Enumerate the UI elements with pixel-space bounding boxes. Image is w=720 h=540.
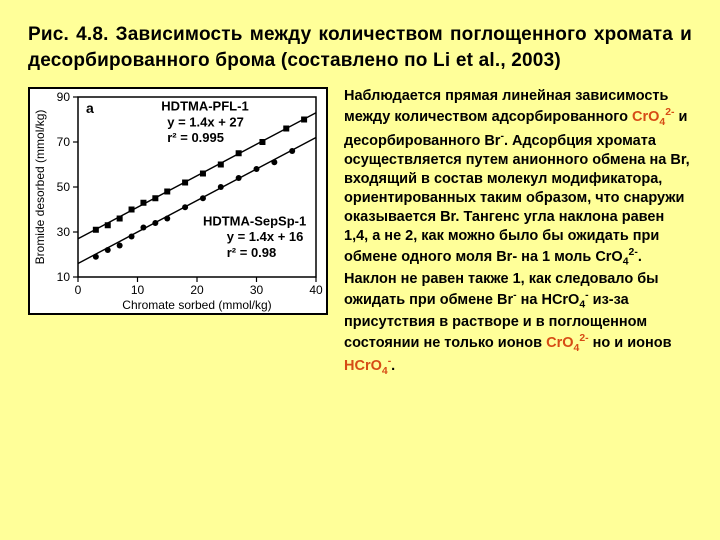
content-row: 0 10 20 30 40 10 30 50 70 90 Chromate sorbed (mmol… [28,87,692,378]
text-1: Наблюдается прямая линейная зависимость … [344,88,668,125]
text-7: но и ионов [589,335,672,351]
svg-text:40: 40 [309,283,323,297]
svg-text:Bromide desorbed (mmol/kg): Bromide desorbed (mmol/kg) [33,110,47,265]
svg-text:10: 10 [57,270,71,284]
svg-text:10: 10 [131,283,145,297]
svg-text:y = 1.4x + 16: y = 1.4x + 16 [227,229,304,244]
svg-text:y = 1.4x + 27: y = 1.4x + 27 [167,115,244,130]
text-3: . Адсорбция хромата осуществляется путем… [344,133,690,266]
svg-text:a: a [86,100,94,116]
chart-box: 0 10 20 30 40 10 30 50 70 90 Chromate sorbed (mmol… [28,87,328,315]
svg-text:HDTMA-SepSp-1: HDTMA-SepSp-1 [203,214,306,229]
figure-caption: Рис. 4.8. Зависимость между количеством … [28,22,692,73]
scatter-chart: 0 10 20 30 40 10 30 50 70 90 Chromate sorbed (mmol… [30,89,326,313]
svg-text:HDTMA-PFL-1: HDTMA-PFL-1 [161,99,248,114]
text-5: на HCrO [517,292,580,308]
svg-text:r² = 0.98: r² = 0.98 [227,245,277,260]
svg-text:20: 20 [190,283,204,297]
description-text: Наблюдается прямая линейная зависимость … [344,87,692,378]
svg-text:Chromate sorbed (mmol/kg): Chromate sorbed (mmol/kg) [122,298,271,312]
svg-text:30: 30 [250,283,264,297]
chem-cro4-1: CrO42- [632,109,675,125]
svg-text:0: 0 [75,283,82,297]
chem-cro4-2: CrO42- [546,335,589,351]
svg-text:90: 90 [57,90,71,104]
svg-text:50: 50 [57,180,71,194]
svg-text:30: 30 [57,225,71,239]
chem-hcro4: HCrO4- [344,358,391,374]
svg-text:r² = 0.995: r² = 0.995 [167,130,224,145]
chart-panel: 0 10 20 30 40 10 30 50 70 90 Chromate sorbed (mmol… [28,87,328,378]
svg-text:70: 70 [57,135,71,149]
text-8: . [391,358,395,374]
